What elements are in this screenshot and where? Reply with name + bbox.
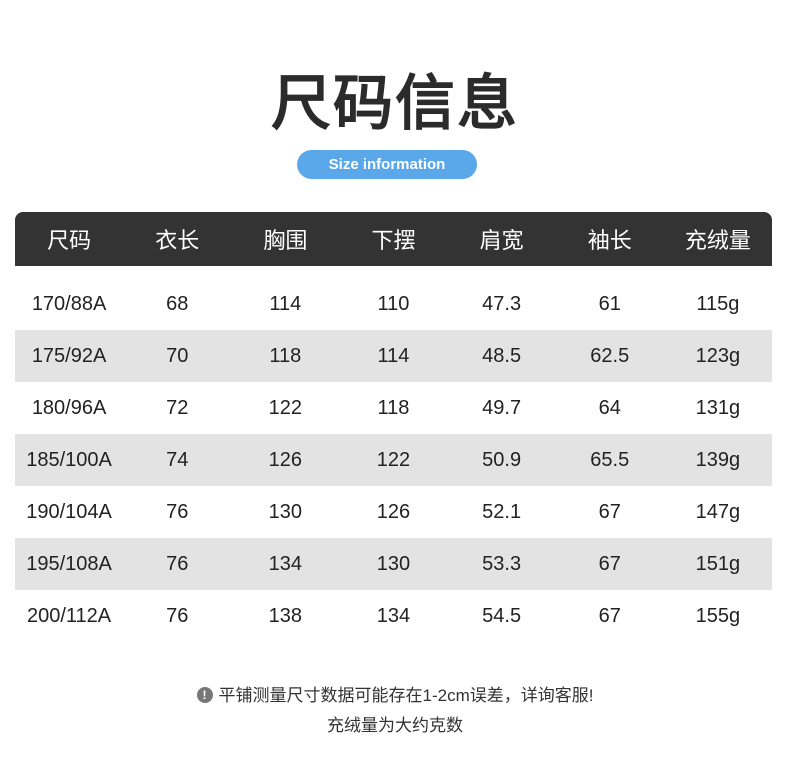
table-cell: 151g — [695, 552, 741, 575]
measurement-note: ! 平铺测量尺寸数据可能存在1-2cm误差，详询客服! — [0, 681, 790, 706]
table-cell: 47.3 — [482, 292, 522, 315]
table-cell: 76 — [166, 500, 189, 523]
table-cell: 131g — [695, 396, 741, 419]
table-row: 175/92A 70 118 114 48.5 62.5 123g — [15, 330, 772, 382]
table-cell: 54.5 — [482, 604, 522, 627]
table-cell: 67 — [598, 604, 621, 627]
table-header: 尺码 衣长 胸围 下摆 肩宽 袖长 充绒量 — [15, 212, 772, 266]
column-header: 肩宽 — [479, 228, 524, 253]
table-cell: 72 — [166, 396, 189, 419]
table-cell: 49.7 — [482, 396, 522, 419]
table-cell: 68 — [166, 292, 189, 315]
note-line-2: 充绒量为大约克数 — [327, 716, 463, 735]
table-cell: 147g — [695, 500, 741, 523]
table-cell: 118 — [377, 396, 410, 419]
table-cell: 74 — [166, 448, 189, 471]
table-cell: 134 — [376, 604, 411, 627]
exclamation-circle-icon: ! — [196, 687, 213, 703]
column-header: 衣长 — [155, 228, 200, 253]
table-row: 185/100A 74 126 122 50.9 65.5 139g — [15, 434, 772, 486]
table-cell: 110 — [377, 292, 410, 315]
table-cell: 114 — [269, 292, 302, 315]
table-cell: 126 — [268, 448, 303, 471]
table-cell: 180/96A — [31, 396, 107, 419]
column-header: 胸围 — [263, 228, 308, 253]
table-cell: 62.5 — [590, 344, 630, 367]
table-cell: 67 — [598, 500, 621, 523]
table-cell: 195/108A — [26, 552, 112, 575]
table-cell: 126 — [376, 500, 411, 523]
column-header: 尺码 — [47, 228, 92, 253]
table-cell: 130 — [376, 552, 411, 575]
table-cell: 138 — [268, 604, 303, 627]
column-header: 袖长 — [587, 228, 632, 253]
table-cell: 50.9 — [482, 448, 522, 471]
table-cell: 122 — [376, 448, 411, 471]
table-cell: 52.1 — [482, 500, 522, 523]
table-cell: 155g — [695, 604, 741, 627]
table-cell: 70 — [166, 344, 189, 367]
table-cell: 200/112A — [26, 604, 112, 627]
table-cell: 175/92A — [31, 344, 107, 367]
table-cell: 139g — [695, 448, 741, 471]
table-cell: 48.5 — [482, 344, 522, 367]
table-cell: 76 — [166, 552, 189, 575]
table-cell: 130 — [268, 500, 303, 523]
table-row: 180/96A 72 122 118 49.7 64 131g — [15, 382, 772, 434]
table-cell: 67 — [598, 552, 621, 575]
table-cell: 118 — [269, 344, 302, 367]
table-cell: 76 — [166, 604, 189, 627]
table-row: 200/112A 76 138 134 54.5 67 155g — [15, 590, 772, 642]
table-cell: 115g — [696, 292, 740, 315]
table-cell: 185/100A — [26, 448, 112, 471]
table-cell: 123g — [695, 344, 741, 367]
table-cell: 61 — [598, 292, 621, 315]
table-cell: 170/88A — [31, 292, 107, 315]
column-header: 充绒量 — [684, 228, 751, 253]
table-cell: 64 — [598, 396, 621, 419]
table-cell: 65.5 — [590, 448, 630, 471]
table-cell: 53.3 — [482, 552, 522, 575]
table-cell: 122 — [268, 396, 303, 419]
table-cell: 134 — [268, 552, 303, 575]
note-line-1: 平铺测量尺寸数据可能存在1-2cm误差，详询客服! — [218, 686, 594, 705]
page-title: 尺码信息 — [271, 70, 519, 137]
table-cell: 114 — [377, 344, 410, 367]
table-row: 195/108A 76 134 130 53.3 67 151g — [15, 538, 772, 590]
table-row: 190/104A 76 130 126 52.1 67 147g — [15, 486, 772, 538]
subtitle-badge: Size information — [297, 150, 477, 179]
table-row: 170/88A 68 114 110 47.3 61 115g — [15, 278, 772, 330]
size-table: 尺码 衣长 胸围 下摆 肩宽 袖长 充绒量 170/88A 68 114 110 47.3 61 115… — [15, 212, 772, 642]
column-header: 下摆 — [371, 228, 416, 253]
table-cell: 190/104A — [26, 500, 112, 523]
